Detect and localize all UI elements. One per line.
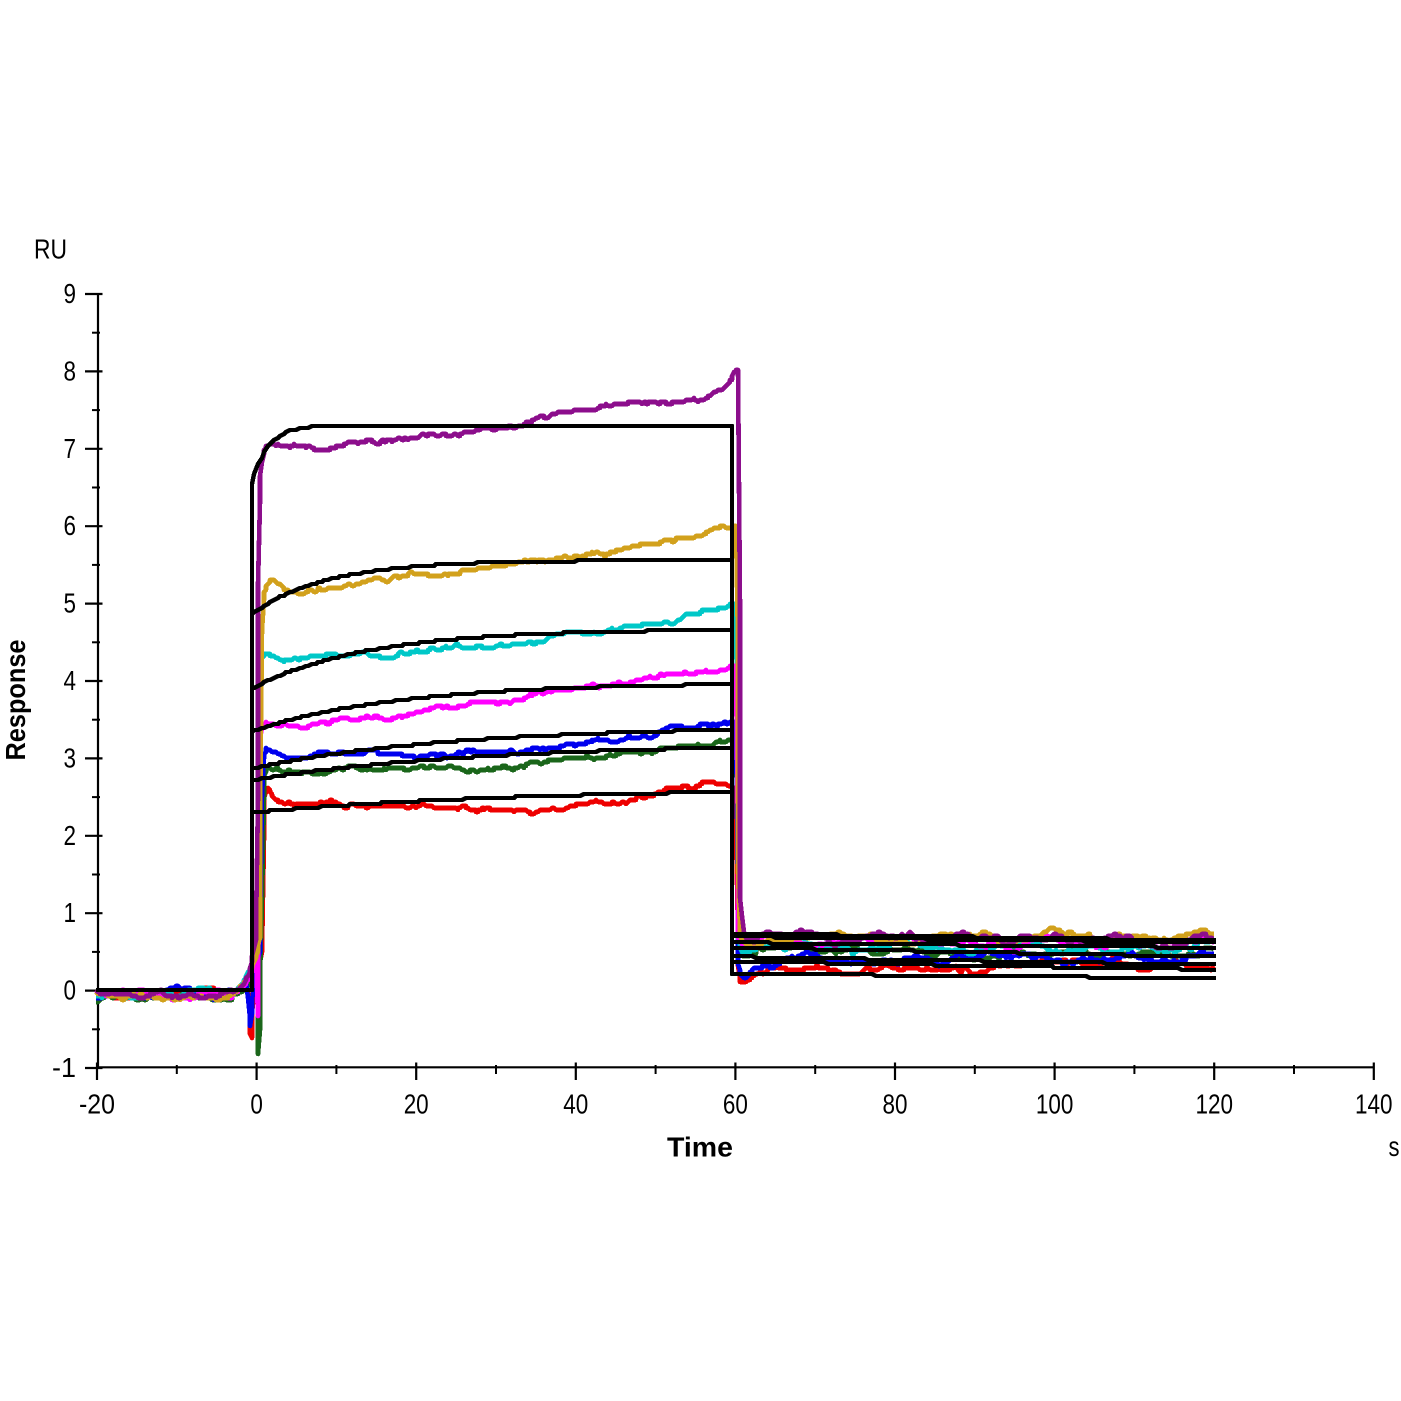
svg-text:20: 20: [404, 1089, 429, 1120]
svg-text:80: 80: [883, 1089, 908, 1120]
svg-text:7: 7: [64, 433, 77, 464]
svg-text:140: 140: [1355, 1089, 1393, 1120]
svg-text:8: 8: [64, 355, 77, 386]
svg-text:0: 0: [250, 1089, 263, 1120]
svg-text:9: 9: [64, 278, 77, 309]
svg-text:2: 2: [64, 820, 77, 851]
svg-text:100: 100: [1036, 1089, 1074, 1120]
svg-text:RU: RU: [34, 234, 67, 265]
svg-text:6: 6: [64, 510, 77, 541]
svg-text:120: 120: [1195, 1089, 1233, 1120]
svg-text:5: 5: [64, 588, 77, 619]
svg-text:3: 3: [64, 742, 77, 773]
svg-text:60: 60: [723, 1089, 748, 1120]
svg-text:s: s: [1389, 1131, 1400, 1162]
svg-text:-20: -20: [79, 1089, 115, 1120]
svg-text:40: 40: [563, 1089, 588, 1120]
svg-text:0: 0: [64, 975, 77, 1006]
svg-text:1: 1: [64, 897, 77, 928]
svg-text:Time: Time: [667, 1132, 733, 1163]
svg-text:Response: Response: [0, 640, 31, 761]
svg-text:4: 4: [64, 665, 77, 696]
svg-text:-1: -1: [52, 1052, 76, 1083]
